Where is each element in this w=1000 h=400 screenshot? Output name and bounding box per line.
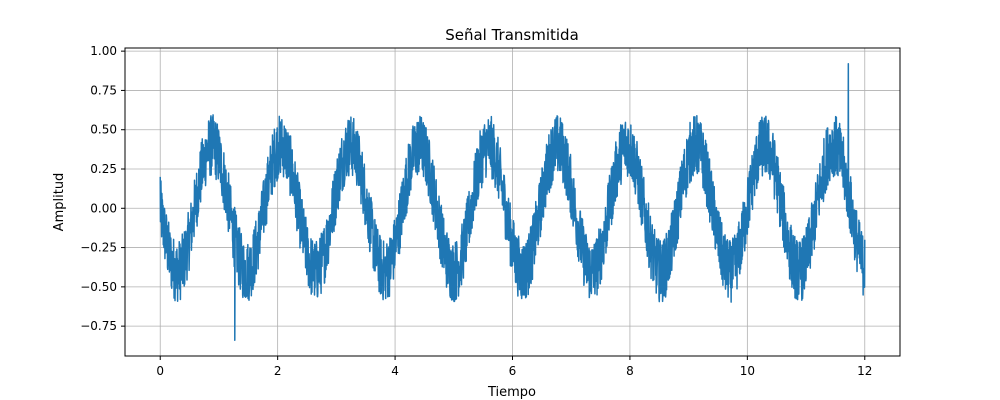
x-tick-label: 6	[509, 364, 517, 378]
y-tick-label: 0.50	[90, 123, 117, 137]
x-tick-label: 10	[740, 364, 755, 378]
y-tick-label: 0.25	[90, 162, 117, 176]
y-tick-label: −0.25	[80, 241, 117, 255]
series-layer	[159, 62, 866, 342]
x-tick-label: 0	[156, 364, 164, 378]
y-axis: −0.75 −0.50 −0.25 0.00 0.25 0.50 0.75 1.00	[80, 44, 125, 333]
y-tick-label: −0.50	[80, 280, 117, 294]
x-axis: 0 2 4 6 8 10 12	[156, 356, 872, 378]
x-tick-label: 12	[857, 364, 872, 378]
chart-title: Señal Transmitida	[445, 26, 579, 44]
y-tick-label: 0.75	[90, 83, 117, 97]
x-tick-label: 8	[626, 364, 634, 378]
series-line	[159, 62, 866, 342]
y-tick-label: 1.00	[90, 44, 117, 58]
x-tick-label: 4	[391, 364, 399, 378]
y-tick-label: 0.00	[90, 201, 117, 215]
y-axis-label: Amplitud	[52, 173, 67, 232]
x-tick-label: 2	[274, 364, 282, 378]
x-axis-label: Tiempo	[487, 385, 536, 400]
y-tick-label: −0.75	[80, 319, 117, 333]
